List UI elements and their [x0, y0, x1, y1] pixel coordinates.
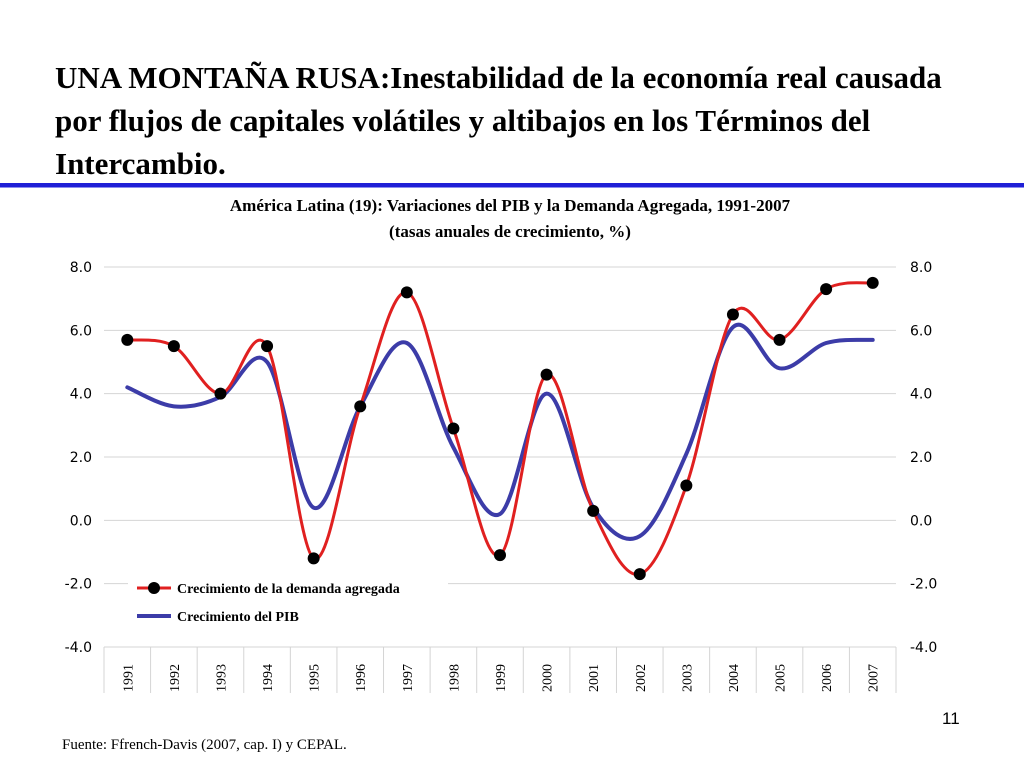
demand-point — [494, 549, 506, 562]
demand-point — [866, 276, 879, 289]
page-number: 11 — [942, 709, 960, 728]
demand-point — [307, 552, 320, 565]
chart-subtitle: (tasas anuales de crecimiento, %) — [389, 222, 631, 241]
y-tick-label-left: -4.0 — [65, 640, 92, 656]
y-tick-label-left: -2.0 — [65, 577, 92, 593]
y-tick-labels: 8.0 8.0 6.0 6.0 4.0 4.0 2.0 2.0 0.0 0.0 -2.0 -2.0 -4… — [65, 260, 938, 656]
x-tick-label: 1994 — [261, 664, 276, 692]
x-tick-label: 2001 — [587, 664, 602, 692]
x-tick-label: 1997 — [401, 664, 416, 692]
x-tick-label: 1996 — [354, 664, 369, 692]
x-tick-label: 1998 — [447, 664, 462, 692]
y-tick-label-right: 6.0 — [910, 323, 932, 339]
demand-point — [726, 308, 739, 321]
demand-point — [354, 400, 367, 413]
legend-label-demand: Crecimiento de la demanda agregada — [177, 582, 400, 597]
demand-point — [633, 568, 646, 581]
y-tick-label-left: 6.0 — [70, 323, 92, 339]
slide-title: UNA MONTAÑA RUSA:Inestabilidad de la eco… — [55, 60, 942, 181]
demand-point — [587, 504, 600, 517]
y-tick-label-right: 4.0 — [910, 387, 932, 403]
series-lines — [125, 281, 875, 576]
legend-box — [128, 571, 448, 633]
y-tick-label-right: 0.0 — [910, 513, 932, 529]
x-tick-label: 2000 — [541, 664, 556, 692]
y-tick-label-left: 8.0 — [70, 260, 92, 276]
demand-point — [167, 340, 180, 353]
y-tick-label-right: -4.0 — [910, 640, 937, 656]
demand-point — [680, 479, 693, 492]
x-tick-label: 1995 — [308, 664, 323, 692]
gridlines — [103, 266, 897, 693]
x-tick-label: 2003 — [680, 664, 695, 692]
x-tick-label: 1991 — [121, 664, 136, 692]
demand-point — [121, 333, 134, 346]
x-tick-labels: 1991 1992 1993 1994 1995 1996 1997 1998 1999 2000… — [121, 664, 881, 692]
source-note: Fuente: Ffrench-Davis (2007, cap. I) y C… — [62, 737, 347, 753]
demand-point — [214, 387, 227, 400]
x-tick-label: 1992 — [168, 664, 183, 692]
legend-label-gdp: Crecimiento del PIB — [177, 610, 299, 625]
x-tick-label: 1993 — [214, 664, 229, 692]
y-tick-label-right: 2.0 — [910, 450, 932, 466]
series-markers — [121, 276, 879, 581]
x-tick-label: 1999 — [494, 664, 509, 692]
y-tick-label-right: -2.0 — [910, 577, 937, 593]
demand-point — [261, 340, 274, 353]
demand-point — [820, 283, 833, 296]
y-tick-label-right: 8.0 — [910, 260, 932, 276]
x-tick-label: 2006 — [820, 664, 835, 692]
legend: Crecimiento de la demanda agregada Creci… — [128, 571, 448, 633]
y-tick-label-left: 2.0 — [70, 450, 92, 466]
demand-point — [400, 286, 413, 299]
demand-line — [125, 281, 875, 576]
x-tick-label: 2004 — [727, 664, 742, 692]
x-tick-label: 2007 — [867, 664, 882, 692]
gdp-line — [125, 322, 875, 541]
y-tick-label-left: 0.0 — [70, 513, 92, 529]
demand-point — [540, 368, 553, 381]
x-tick-label: 2002 — [634, 664, 649, 692]
title-rule — [0, 183, 1024, 188]
chart-title: América Latina (19): Variaciones del PIB… — [230, 196, 791, 215]
x-tick-label: 2005 — [774, 664, 789, 692]
chart: América Latina (19): Variaciones del PIB… — [65, 196, 938, 693]
demand-point — [447, 422, 460, 435]
legend-marker-demand — [148, 582, 160, 594]
y-tick-label-left: 4.0 — [70, 387, 92, 403]
demand-point — [773, 333, 786, 346]
